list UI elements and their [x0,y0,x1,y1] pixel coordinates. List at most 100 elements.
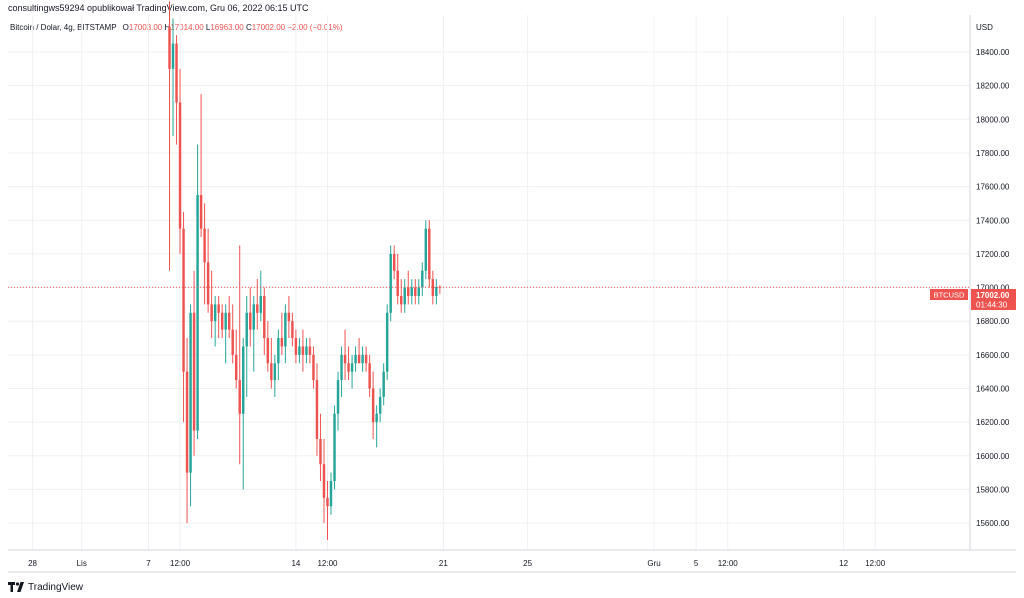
candle [287,295,291,339]
candle [210,270,213,339]
candle [368,354,371,397]
candle-body [350,363,354,372]
candle [301,329,305,372]
price-tick-label: 17800.00 [976,149,1010,158]
candle [270,338,273,389]
candle-body [249,312,252,330]
price-tag-box [971,289,1016,310]
candle [175,35,178,145]
candle-body [245,312,248,347]
candle [284,304,287,364]
candle [259,270,263,322]
open-label: O [122,23,129,32]
candle-body [357,354,361,364]
candle [421,262,424,296]
price-axis-ticks[interactable]: 15600.00 15800.00 16000.00 16200.00 16400.00… [976,48,1010,528]
candle [336,371,340,431]
candle [403,279,406,313]
candle-body [375,413,378,423]
candle-body [171,43,175,69]
candle [203,203,206,305]
candle-body [424,228,428,271]
tradingview-brand[interactable]: TradingView [8,578,83,596]
candle [213,295,217,347]
candle-body [234,354,238,381]
candle-body [175,43,178,103]
candle [238,245,241,465]
candle [396,253,399,305]
candle-body [185,371,189,473]
brand-name: TradingView [28,581,84,593]
candle-body [403,287,406,305]
candle [252,295,255,372]
candle [382,363,385,406]
price-tag-price: 17002.00 [976,291,1010,300]
candle [378,388,382,423]
candle [375,405,378,448]
time-tick-label: 12:00 [170,559,191,568]
price-tick-label: 17200.00 [976,250,1010,259]
candle [242,338,245,490]
candle-body [206,262,210,305]
candle-body [382,371,385,397]
candle-body [203,228,206,263]
time-tick-label: 12:00 [865,559,886,568]
ohlc-legend: Bitcoin / Dolar, 4g, BITSTAMP O17003.00 … [10,23,343,32]
candle-body [315,380,319,439]
candle-body [421,270,424,288]
candle-body [256,304,259,313]
candle-body [329,481,333,507]
candle [350,354,354,389]
candle [319,413,322,482]
price-tag-countdown: 01:44:30 [976,301,1008,310]
time-tick-label: 12 [839,559,848,568]
candle-body [238,380,241,414]
candle [263,287,266,355]
candle-body [347,363,350,372]
price-tick-label: 18000.00 [976,115,1010,124]
candle [340,346,343,397]
candle-body [396,270,399,296]
time-tick-label: Gru [647,559,660,568]
candle [347,346,350,381]
candle [266,321,270,372]
close-label: C [245,23,252,32]
candle-body [259,295,263,313]
candle-body [220,312,224,330]
price-tick-label: 18400.00 [976,48,1010,57]
candle [185,338,189,524]
candle [308,338,312,364]
candle [364,346,368,372]
candle [312,346,315,389]
candle [245,295,248,397]
candle [333,405,336,490]
candle [371,371,375,439]
candle-body [217,304,220,313]
time-axis-ticks[interactable]: 28 Lis 7 12:00 14 12:00 21 25 Gru 5 12:00 12 12:00 [28,559,886,568]
last-price-tag: BTCUSD 17002.00 01:44:30 [930,289,1016,310]
price-tick-label: 16600.00 [976,351,1010,360]
candle [171,18,175,137]
candle-body [277,338,280,364]
candle [428,220,431,288]
candle [389,245,392,322]
candle-body [192,312,196,431]
candle-body [178,102,182,229]
candle [199,94,203,238]
candle-body [368,363,371,389]
time-tick-label: 5 [694,559,699,568]
candle-body [389,253,392,313]
price-tick-label: 17000.00 [976,284,1010,293]
candle-body [284,312,287,347]
candle [277,329,280,381]
candle [385,304,389,381]
candle [424,220,428,280]
candle-body [340,354,343,381]
tradingview-logo-icon [8,582,24,592]
low-value: 16963.00 [210,23,244,32]
candle [431,270,435,305]
candle-body [343,354,347,364]
candle [357,338,361,364]
time-tick-label: 25 [523,559,532,568]
